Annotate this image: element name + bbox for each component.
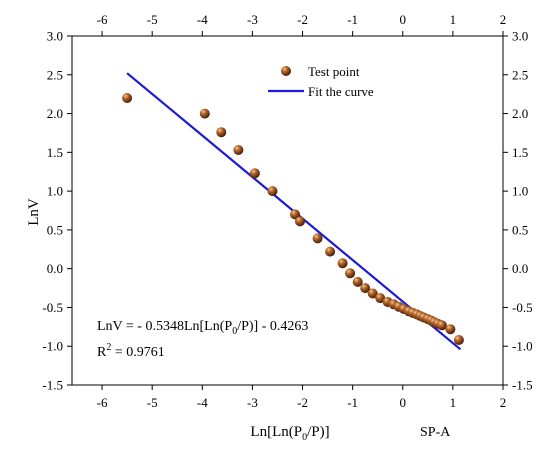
test-point [233,145,244,155]
x-tick-label-bottom: -5 [147,395,158,410]
y-tick-label-right: 2.5 [512,67,528,82]
x-axis-title-subscript: 0 [302,432,307,443]
x-tick-label-top: 2 [500,12,507,27]
y-tick-label-left: 1.0 [47,184,63,199]
y-tick-label-right: 0.5 [512,222,528,237]
test-point [295,216,305,227]
x-tick-label-top: -4 [197,12,208,27]
y-tick-label-left: 3.0 [47,29,63,44]
y-tick-label-right: -1.0 [512,339,533,354]
x-tick-label-top: -6 [97,12,108,27]
legend-label-test-point: Test point [308,64,360,79]
y-tick-label-right: 1.0 [512,184,528,199]
x-tick-label-bottom: 2 [500,395,507,410]
y-tick-label-left: 0.0 [47,261,63,276]
x-axis-title-prefix: Ln[Ln(P [250,424,302,440]
x-tick-label-bottom: -4 [197,395,208,410]
test-point [267,186,278,197]
x-tick-label-bottom: -3 [247,395,258,410]
y-tick-label-right: 1.5 [512,145,528,160]
test-point [249,168,260,179]
test-point [290,209,300,220]
test-point [216,127,227,138]
y-tick-label-left: -0.5 [42,300,63,315]
test-point [345,268,356,279]
x-tick-label-bottom: -2 [297,395,308,410]
x-tick-label-bottom: 0 [400,395,407,410]
r-squared: R2 = 0.9761 [97,342,165,360]
x-tick-label-top: -3 [247,12,258,27]
tick-marks [67,31,508,390]
test-point [436,320,447,331]
fit-equation: LnV = - 0.5348Ln[Ln(P0/P)] - 0.4263 [97,319,308,337]
y-axis-title: LnV [26,198,42,226]
y-tick-label-left: 2.5 [47,67,63,82]
fit-equation-prefix: LnV = - 0.5348Ln[Ln(P [97,319,232,334]
y-tick-label-left: 0.5 [47,222,63,237]
test-points [122,93,464,345]
plot-frame [71,35,504,386]
x-tick-label-bottom: -6 [97,395,108,410]
y-tick-label-right: -1.5 [512,378,533,393]
x-tick-label-bottom: -1 [347,395,358,410]
y-tick-label-right: 0.0 [512,261,528,276]
x-axis-title: Ln[Ln(P0/P)] [250,424,329,443]
test-point [375,293,386,304]
x-tick-label-bottom: 1 [450,395,457,410]
axes-frame [71,35,504,386]
test-point [337,258,348,269]
y-tick-label-right: 3.0 [512,29,528,44]
y-tick-label-left: 1.5 [47,145,63,160]
x-tick-label-top: 1 [450,12,457,27]
y-tick-label-left: -1.0 [42,339,63,354]
y-tick-label-left: -1.5 [42,378,63,393]
test-point [122,93,133,103]
tick-labels: -6 -6 -5 -5 -4 -4 -3 -3 -2 -2 -1 -1 0 0 1 1 2 2 3.0 3.0 2.5 2… [42,12,532,410]
test-point [445,324,456,335]
test-point [325,246,336,257]
sample-label: SP-A [420,425,451,440]
legend-marker-test-point [281,66,291,76]
r-squared-suffix: = 0.9761 [111,345,164,360]
legend: Test point Fit the curve [265,60,395,104]
y-tick-label-right: 2.0 [512,106,528,121]
y-tick-label-left: 2.0 [47,106,63,121]
x-tick-label-top: -5 [147,12,158,27]
legend-label-fit-curve: Fit the curve [308,84,374,99]
test-point [352,276,363,287]
test-point [360,283,371,294]
r-squared-prefix: R [97,345,107,360]
x-tick-label-top: -1 [347,12,358,27]
r-squared-superscript: 2 [106,342,111,353]
test-point [367,288,378,299]
test-point [312,233,323,244]
x-tick-label-top: -2 [297,12,308,27]
test-point [199,108,210,119]
x-tick-label-top: 0 [400,12,407,27]
x-axis-title-suffix: /P)] [307,424,330,440]
fit-equation-suffix: /P)] - 0.4263 [237,319,308,334]
y-tick-label-right: -0.5 [512,300,533,315]
fit-equation-subscript: 0 [232,326,237,337]
test-point [453,335,464,345]
